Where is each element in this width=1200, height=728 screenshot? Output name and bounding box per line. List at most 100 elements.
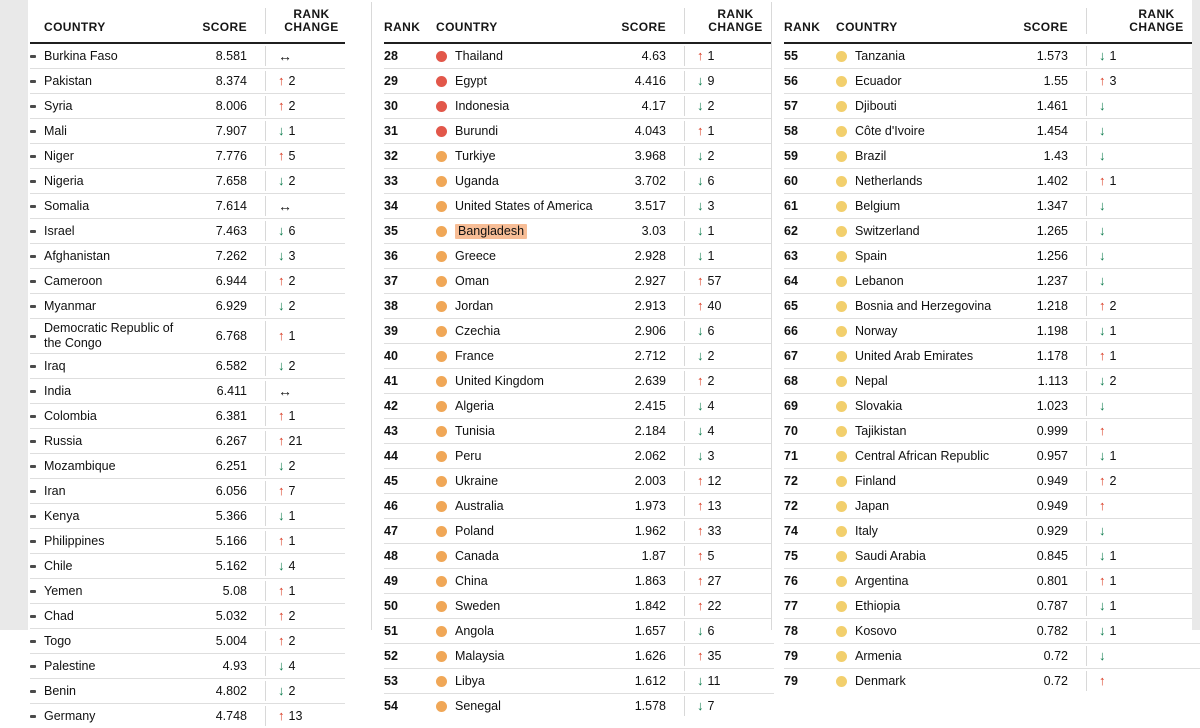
rank-change-column-header: RANK CHANGE: [684, 8, 774, 34]
country-score-band-yellow-dot-icon: [836, 175, 847, 187]
country-cell: Mozambique: [44, 459, 189, 474]
country-cell: Slovakia: [836, 399, 1010, 414]
country-score-band-yellow-dot-icon: [836, 250, 847, 262]
rank-change-value: 5: [288, 149, 296, 163]
rank-change-cell: ↓: [1086, 121, 1200, 141]
rank-marker-cell: [30, 664, 44, 668]
rank-down-arrow-icon: ↓: [1099, 398, 1106, 413]
rank-change-cell: ↑ 40: [684, 296, 774, 316]
rank-marker-cell: [30, 334, 44, 338]
score-value: 5.032: [215, 609, 247, 623]
rank-up-arrow-icon: ↑: [278, 633, 285, 648]
country-score-band-yellow-dot-icon: [836, 425, 847, 437]
country-score-band-yellow-dot-icon: [836, 200, 847, 212]
country-score-band-orange-dot-icon: [436, 275, 447, 287]
rank-up-arrow-icon: ↑: [1099, 573, 1106, 588]
country-name: Ecuador: [855, 73, 902, 88]
country-score-band-yellow-dot-icon: [836, 500, 847, 512]
rank-down-arrow-icon: ↓: [278, 558, 285, 573]
country-name: Egypt: [455, 73, 487, 88]
rank-up-arrow-icon: ↑: [278, 533, 285, 548]
rank-marker-cell: [30, 204, 44, 208]
rank-change-cell: ↓ 11: [684, 671, 774, 691]
rank-change-value: 1: [1109, 549, 1117, 563]
clipped-rank-marker-icon: [30, 364, 36, 368]
score-value: 7.658: [215, 174, 247, 188]
country-cell: Peru: [436, 449, 608, 464]
rank-change-value: 4: [707, 424, 715, 438]
rank-change-value: 2: [1109, 474, 1117, 488]
rank-change-value: 57: [707, 274, 722, 288]
rank-change-header-line2: CHANGE: [284, 20, 339, 34]
score-value: 6.381: [215, 409, 247, 423]
country-cell: Democratic Republic of the Congo: [44, 321, 189, 351]
score-value: 5.366: [215, 509, 247, 523]
score-value: 4.748: [215, 709, 247, 723]
score-value: 1.454: [1036, 124, 1068, 138]
score-value: 0.845: [1036, 549, 1068, 563]
rank-change-cell: ↓ 6: [265, 221, 345, 241]
rank-value: 37: [384, 274, 398, 288]
rank-change-value: 21: [288, 434, 303, 448]
rank-change-value: 1: [707, 124, 715, 138]
rank-value: 72: [784, 474, 798, 488]
country-name: Netherlands: [855, 173, 923, 188]
clipped-rank-marker-icon: [30, 714, 36, 718]
clipped-rank-marker-icon: [30, 154, 36, 158]
rank-change-value: 6: [707, 624, 715, 638]
country-cell: Afghanistan: [44, 249, 189, 264]
score-value: 0.999: [1036, 424, 1068, 438]
rank-change-cell: ↑ 1: [1086, 571, 1200, 591]
score-value: 2.415: [634, 399, 666, 413]
rank-change-value: 3: [707, 449, 715, 463]
score-value: 7.614: [215, 199, 247, 213]
country-name: Argentina: [855, 573, 909, 588]
country-cell: Algeria: [436, 399, 608, 414]
country-name: Syria: [44, 98, 73, 113]
rank-change-value: 2: [288, 459, 296, 473]
country-name: Jordan: [455, 298, 494, 313]
table-row: 33 Uganda 3.702 ↓ 6: [384, 168, 774, 193]
clipped-rank-marker-icon: [30, 639, 36, 643]
rank-column-header: RANK: [784, 20, 821, 34]
rank-change-cell: ↓: [1086, 646, 1200, 666]
score-value: 1.612: [634, 674, 666, 688]
country-cell: Bosnia and Herzegovina: [836, 299, 1010, 314]
rank-change-value: 2: [707, 374, 715, 388]
rank-marker-cell: [30, 154, 44, 158]
score-value: 0.949: [1036, 499, 1068, 513]
rank-change-cell: ↑ 1: [1086, 346, 1200, 366]
score-column-header: SCORE: [1023, 20, 1068, 34]
country-name: Myanmar: [44, 298, 97, 313]
table-row: 76 Argentina 0.801 ↑ 1: [784, 568, 1200, 593]
rank-value: 54: [384, 699, 398, 713]
rank-value: 42: [384, 399, 398, 413]
table-row: 45 Ukraine 2.003 ↑ 12: [384, 468, 774, 493]
rank-up-arrow-icon: ↑: [278, 583, 285, 598]
score-value: 4.043: [634, 124, 666, 138]
clipped-rank-marker-icon: [30, 489, 36, 493]
score-value: 0.72: [1043, 674, 1068, 688]
score-value: 1.198: [1036, 324, 1068, 338]
table-row: Iraq 6.582 ↓ 2: [30, 353, 345, 378]
rank-down-arrow-icon: ↓: [1099, 273, 1106, 288]
rank-value: 51: [384, 624, 398, 638]
clipped-rank-marker-icon: [30, 539, 36, 543]
rank-change-value: 2: [707, 349, 715, 363]
rank-change-cell: ↑ 2: [265, 631, 345, 651]
country-score-band-yellow-dot-icon: [836, 125, 847, 137]
rank-marker-cell: [30, 129, 44, 133]
country-cell: Iran: [44, 484, 189, 499]
country-cell: United Kingdom: [436, 374, 608, 389]
right-margin-band: [1192, 0, 1200, 630]
country-cell: Czechia: [436, 324, 608, 339]
rank-change-cell: ↑ 35: [684, 646, 774, 666]
rank-change-cell: ↓ 4: [684, 421, 774, 441]
rank-change-value: 3: [707, 199, 715, 213]
country-score-band-orange-dot-icon: [436, 425, 447, 437]
score-value: 0.801: [1036, 574, 1068, 588]
rank-up-arrow-icon: ↑: [697, 373, 704, 388]
rank-change-cell: ↓ 3: [265, 246, 345, 266]
table-row: Germany 4.748 ↑ 13: [30, 703, 345, 728]
table-row: 52 Malaysia 1.626 ↑ 35: [384, 643, 774, 668]
